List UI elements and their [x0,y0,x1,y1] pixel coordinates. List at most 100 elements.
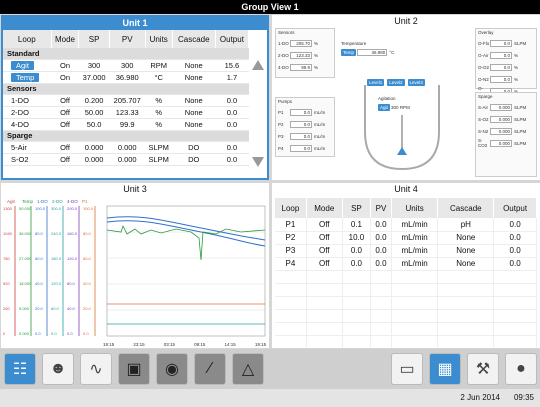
readout-lb: O-Air [478,52,489,58]
column-header[interactable]: SP [342,198,372,218]
bell-icon[interactable]: △ [232,353,264,385]
beaker-icon[interactable]: ☻ [42,353,74,385]
table-cell: 0.000 [78,153,110,166]
column-header[interactable]: Units [391,198,439,218]
legend-item: Temp [22,199,34,204]
wrench-icon[interactable]: ⚒ [467,353,499,385]
x-tick-label: 03:15 [164,342,176,347]
x-tick-label: 19:15 [255,342,267,347]
status-time: 09:35 [513,393,534,402]
table-row[interactable]: P3 Off 0.0 0.0 mL/min None 0.0 [275,244,537,258]
axis-tick-label: 200.0 [67,206,78,211]
table-row[interactable]: 1-DO Off 0.200 205.707% None 0.0 [3,94,249,107]
readout-row: P2 0.0 mL/m [276,119,334,129]
table-cell: °C [145,71,173,84]
column-header[interactable]: Loop [3,30,52,48]
group-header[interactable]: Sparge [3,130,249,142]
column-header[interactable]: SP [78,30,110,48]
group-view-icon[interactable]: ▦ [429,353,461,385]
trend-icon[interactable]: ∿ [80,353,112,385]
trend-chart[interactable]: Agit Temp 1-DO 2-DO 4-DO P1 1300 1040 780 520 260 0… [1,196,269,348]
table-row[interactable]: Temp On 37.000 36.980 °C None 1.7 [3,71,249,84]
table-row[interactable]: P1 Off 0.1 0.0 mL/min pH 0.0 [275,218,537,232]
user-icon[interactable]: ● [505,353,537,385]
gauge-icon[interactable]: ∕ [194,353,226,385]
group-header[interactable]: Sensors [3,83,249,95]
column-header[interactable]: Mode [306,198,343,218]
temp-unit: °C [389,49,395,55]
series-line-1do [106,216,266,241]
readout-v: 0.0 [490,51,512,59]
unit1-panel[interactable]: Unit 1 Loop Mode SP PV Units Cascade Output St… [1,15,269,180]
legend-item: 1-DO [37,199,48,204]
column-header[interactable]: Cascade [437,198,495,218]
axis-tick-label: 80.0 [35,231,44,236]
column-header[interactable]: PV [109,30,146,48]
temp-button[interactable]: Temp [341,48,357,56]
group-header[interactable]: Standard [3,48,249,60]
column-header[interactable]: Loop [275,198,307,218]
table-row[interactable]: 4-DO Off 50.0 99.9% None 0.0 [3,118,249,131]
readout-lb: S-N2 [478,128,489,134]
table-cell: 0.000 [78,141,110,154]
unit3-panel[interactable]: Unit 3 Agit Temp 1-DO 2-DO 4-DO P1 1300 1040 780… [1,183,269,348]
table-row[interactable]: P4 Off 0.0 0.0 mL/min None 0.0 [275,257,537,271]
axis-tick-label: 120.0 [67,256,78,261]
table-row[interactable]: 2-DO Off 50.00 123.33% None 0.0 [3,106,249,119]
window-title: Group View 1 [0,0,540,14]
temperature-box: Temperature Temp 36.980 °C [339,40,411,62]
network-icon[interactable]: ▣ [118,353,150,385]
sparge-title: Sparge [478,94,493,99]
readout-u: % [314,52,319,58]
table-row[interactable]: P2 Off 10.0 0.0 mL/min None 0.0 [275,231,537,245]
column-header[interactable]: Mode [51,30,80,48]
unit2-panel[interactable]: Unit 2 Sensors 1-DO 205.70% 2-DO 123.33% 4-D… [272,15,540,180]
table-cell: 300 [109,59,146,72]
table-cell: 2-DO [3,106,52,119]
clipboard-icon[interactable]: ☷ [4,353,36,385]
table-cell: Off [51,141,79,154]
table-cell: P2 [275,231,307,245]
scroll-up-icon[interactable] [252,60,264,70]
column-header[interactable]: Units [145,30,173,48]
single-view-icon[interactable]: ▭ [391,353,423,385]
table-cell: Agit [3,59,52,72]
level-button[interactable]: Level3 [407,79,425,86]
unit4-panel[interactable]: Unit 4 Loop Mode SP PV Units Cascade Output P1… [272,183,540,348]
axis-tick-label: 180.0 [51,256,62,261]
table-cell: RPM [145,59,173,72]
axis-tick-label: 120.0 [51,281,62,286]
sensors-box: Sensors 1-DO 205.70% 2-DO 123.33% 4-DO 99.9% [275,28,335,78]
column-header[interactable]: PV [370,198,392,218]
readout-lb: 2-DO [278,52,289,58]
level-button[interactable]: Level1 [367,79,385,86]
table-cell: 15.6 [215,59,249,72]
column-header[interactable]: Cascade [172,30,216,48]
axis-tick-label: 260 [3,306,10,311]
table-row[interactable]: 5-Air Off 0.000 0.000 SLPM DO 0.0 [3,141,249,154]
loop-tag-button[interactable]: Agit [11,60,34,70]
agit-button[interactable]: Agit [378,103,390,111]
level-button[interactable]: Level2 [387,79,405,86]
scroll-down-icon[interactable] [252,157,264,167]
table-row[interactable]: S-O2 Off 0.000 0.000 SLPM DO 0.0 [3,153,249,166]
loop-tag-button[interactable]: Temp [11,72,40,82]
sparge-box: Sparge S-Air 0.000 SLPM S-O2 0.000 SLPM S-N2 0.… [475,92,537,177]
pump-icon[interactable]: ◉ [156,353,188,385]
unit1-scrollbar[interactable] [251,57,265,172]
plot-area [106,205,266,337]
readout-row: 1-DO 205.70% [276,38,334,48]
table-row[interactable]: Agit On 300 300 RPM None 15.6 [3,59,249,72]
readout-u: % [514,52,519,58]
readout-lb: S-Air [478,104,488,110]
column-header[interactable]: Output [215,30,250,48]
table-cell: 0.0 [370,257,392,271]
readout-u: mL/m [314,109,326,115]
readout-lb: O-N2 [478,76,489,82]
legend-item: 4-DO [67,199,78,204]
series-line-2do [106,220,266,247]
table-cell: mL/min [391,257,439,271]
legend-item: P1 [82,199,88,204]
column-header[interactable]: Output [493,198,537,218]
table-cell: Off [306,244,343,258]
